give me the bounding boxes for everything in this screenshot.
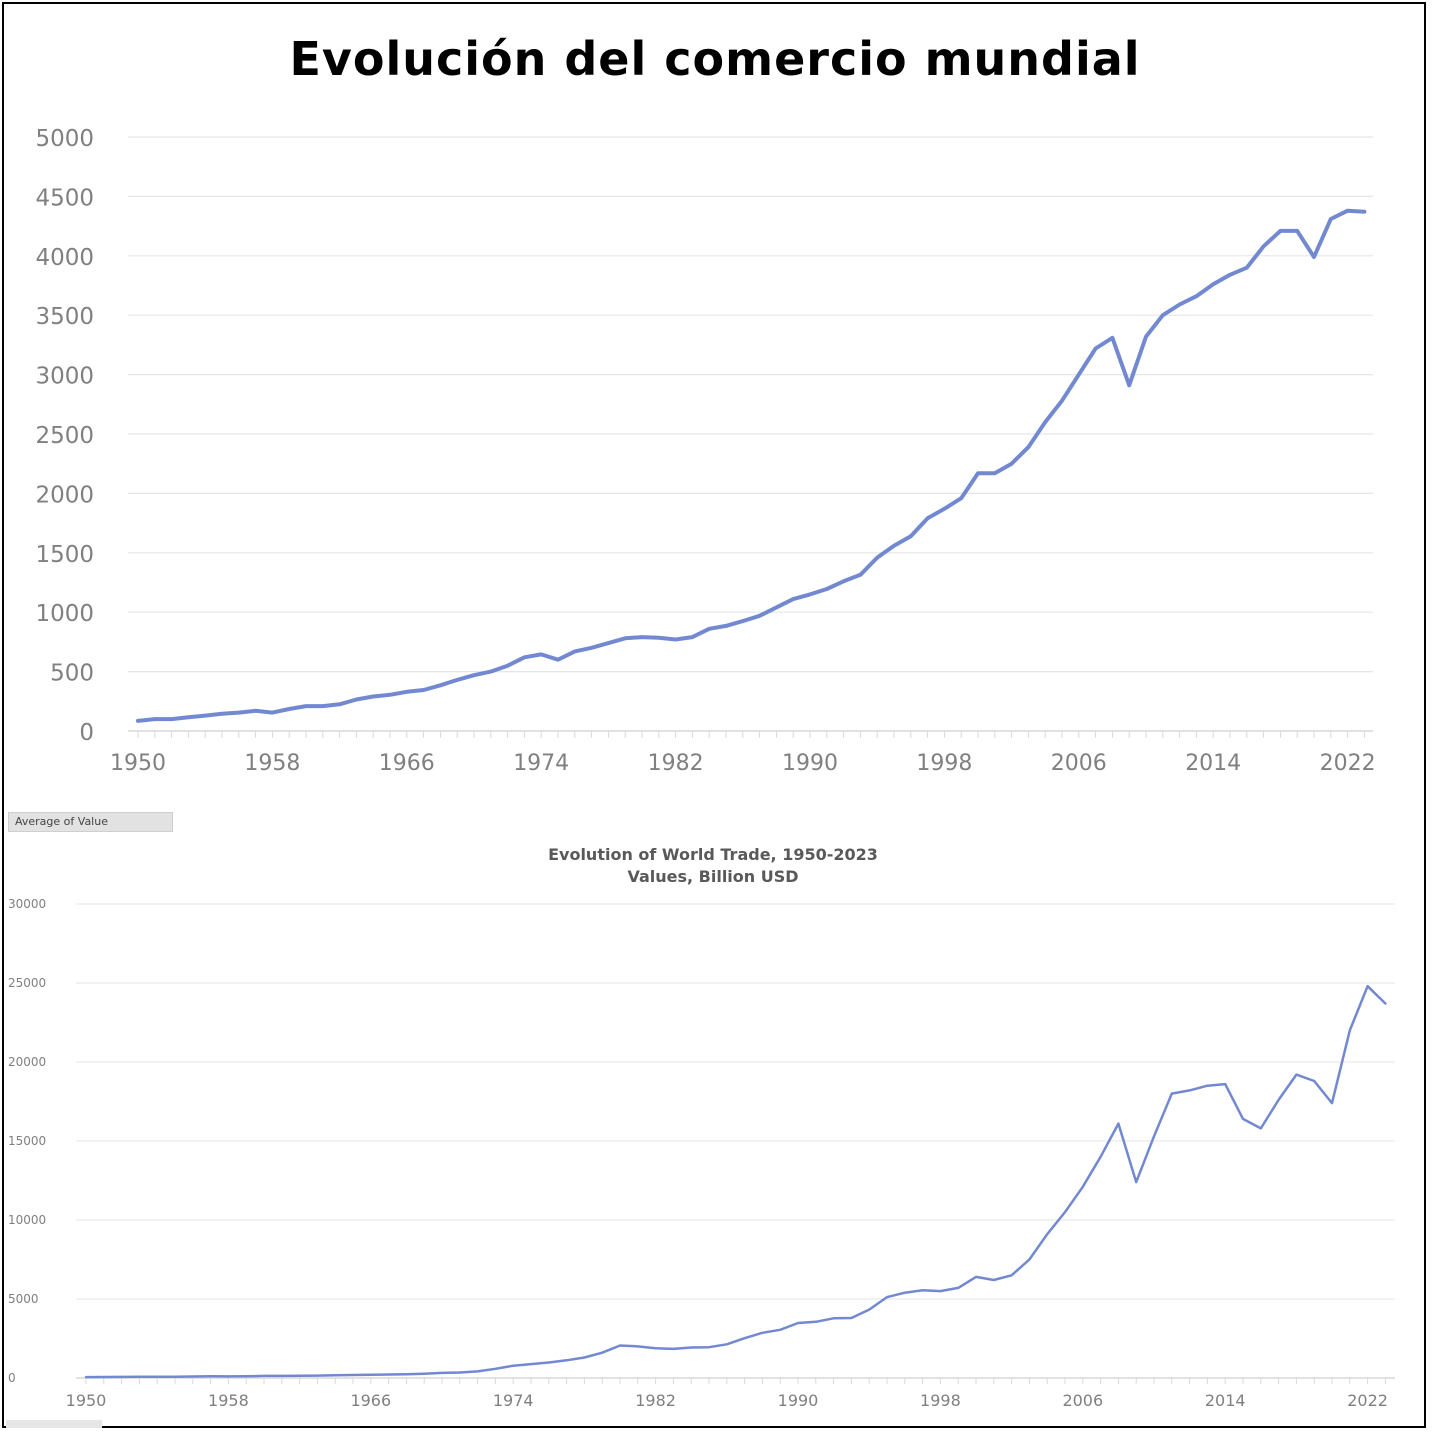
x-tick-label: 1982 — [648, 751, 704, 776]
y-tick-label: 2500 — [35, 423, 94, 449]
x-tick-label: 1974 — [513, 751, 569, 776]
x-tick-label: 2022 — [1320, 751, 1376, 776]
x-tick-label: 2014 — [1205, 1391, 1246, 1410]
y-tick-label: 2000 — [35, 482, 94, 508]
y-tick-label: 1500 — [35, 542, 94, 568]
y-tick-label: 5000 — [8, 1292, 39, 1306]
x-tick-label: 1974 — [493, 1391, 534, 1410]
top-line-chart: 0 500 1000 1500 2000 2500 3000 3500 4000 4500 5000… — [35, 126, 1375, 776]
x-tick-label: 1998 — [916, 751, 972, 776]
y-tick-label: 30000 — [8, 897, 46, 911]
chart-subtitle: Values, Billion USD — [627, 867, 799, 886]
y-tick-label: 10000 — [8, 1213, 46, 1227]
y-tick-label: 15000 — [8, 1134, 46, 1148]
x-tick-label: 2014 — [1185, 751, 1241, 776]
series-line — [84, 984, 1387, 1379]
y-tick-label: 3000 — [35, 364, 94, 390]
y-tick-label: 1000 — [35, 601, 94, 627]
bottom-line-chart: 0 5000 10000 15000 20000 25000 30000 1950 1958 19… — [8, 897, 1395, 1410]
x-tick-label: 2022 — [1347, 1391, 1388, 1410]
pivot-field-button[interactable]: Average of Value — [8, 812, 173, 832]
x-tick-label: 2006 — [1051, 751, 1107, 776]
y-tick-label: 20000 — [8, 1055, 46, 1069]
x-tick-label: 1958 — [244, 751, 300, 776]
chart-title: Evolution of World Trade, 1950-2023 — [548, 845, 878, 864]
x-tick-label: 1950 — [110, 751, 166, 776]
y-tick-label: 500 — [50, 661, 94, 687]
x-tick-label: 1966 — [350, 1391, 391, 1410]
y-tick-label: 3500 — [35, 304, 94, 330]
page-title: Evolución del comercio mundial — [289, 32, 1141, 86]
y-tick-label: 4000 — [35, 245, 94, 271]
x-tick-label: 1966 — [379, 751, 435, 776]
x-tick-label: 1950 — [66, 1391, 107, 1410]
x-tick-label: 1998 — [920, 1391, 961, 1410]
x-tick-label: 1958 — [208, 1391, 249, 1410]
y-tick-label: 0 — [79, 720, 94, 746]
series-line — [136, 208, 1367, 723]
y-tick-label: 0 — [8, 1371, 16, 1385]
x-tick-label: 1990 — [778, 1391, 819, 1410]
x-tick-label: 1982 — [635, 1391, 676, 1410]
x-tick-label: 2006 — [1062, 1391, 1103, 1410]
y-tick-label: 5000 — [35, 126, 94, 152]
y-tick-label: 4500 — [35, 185, 94, 211]
sheet-tab-fragment — [6, 1420, 102, 1428]
y-tick-label: 25000 — [8, 976, 46, 990]
x-tick-label: 1990 — [782, 751, 838, 776]
